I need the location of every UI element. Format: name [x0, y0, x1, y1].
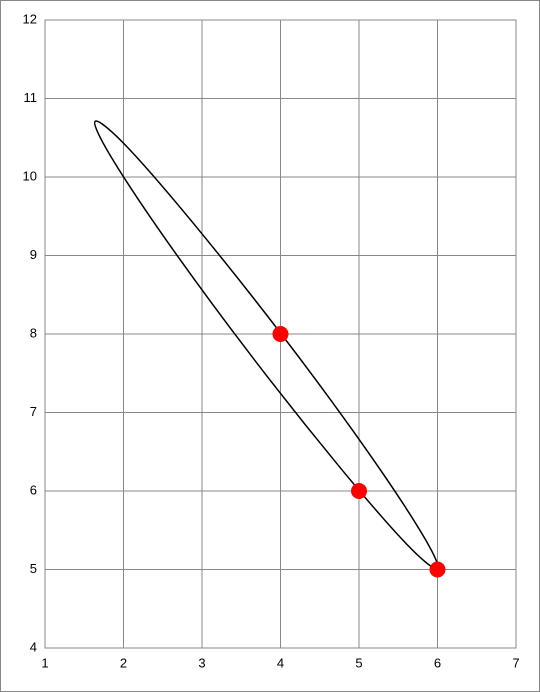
y-tick-label: 9: [30, 247, 37, 262]
x-tick-label: 4: [277, 655, 284, 670]
y-tick-label: 5: [30, 561, 37, 576]
x-tick-label: 6: [434, 655, 441, 670]
y-tick-label: 10: [23, 168, 37, 183]
point: [272, 326, 289, 342]
x-tick-label: 2: [120, 655, 127, 670]
y-tick-label: 6: [30, 482, 37, 497]
x-tick-label: 1: [41, 655, 48, 670]
x-tick-label: 5: [355, 655, 362, 670]
x-tick-label: 3: [198, 655, 205, 670]
point: [429, 561, 446, 578]
y-tick-label: 4: [30, 639, 37, 654]
y-tick-label: 7: [30, 404, 37, 419]
y-tick-label: 8: [30, 325, 37, 340]
curve: [93, 120, 439, 570]
y-tick-label: 11: [24, 90, 38, 105]
x-tick-label: 7: [512, 655, 519, 670]
point: [351, 483, 367, 499]
y-tick-label: 12: [23, 11, 37, 26]
